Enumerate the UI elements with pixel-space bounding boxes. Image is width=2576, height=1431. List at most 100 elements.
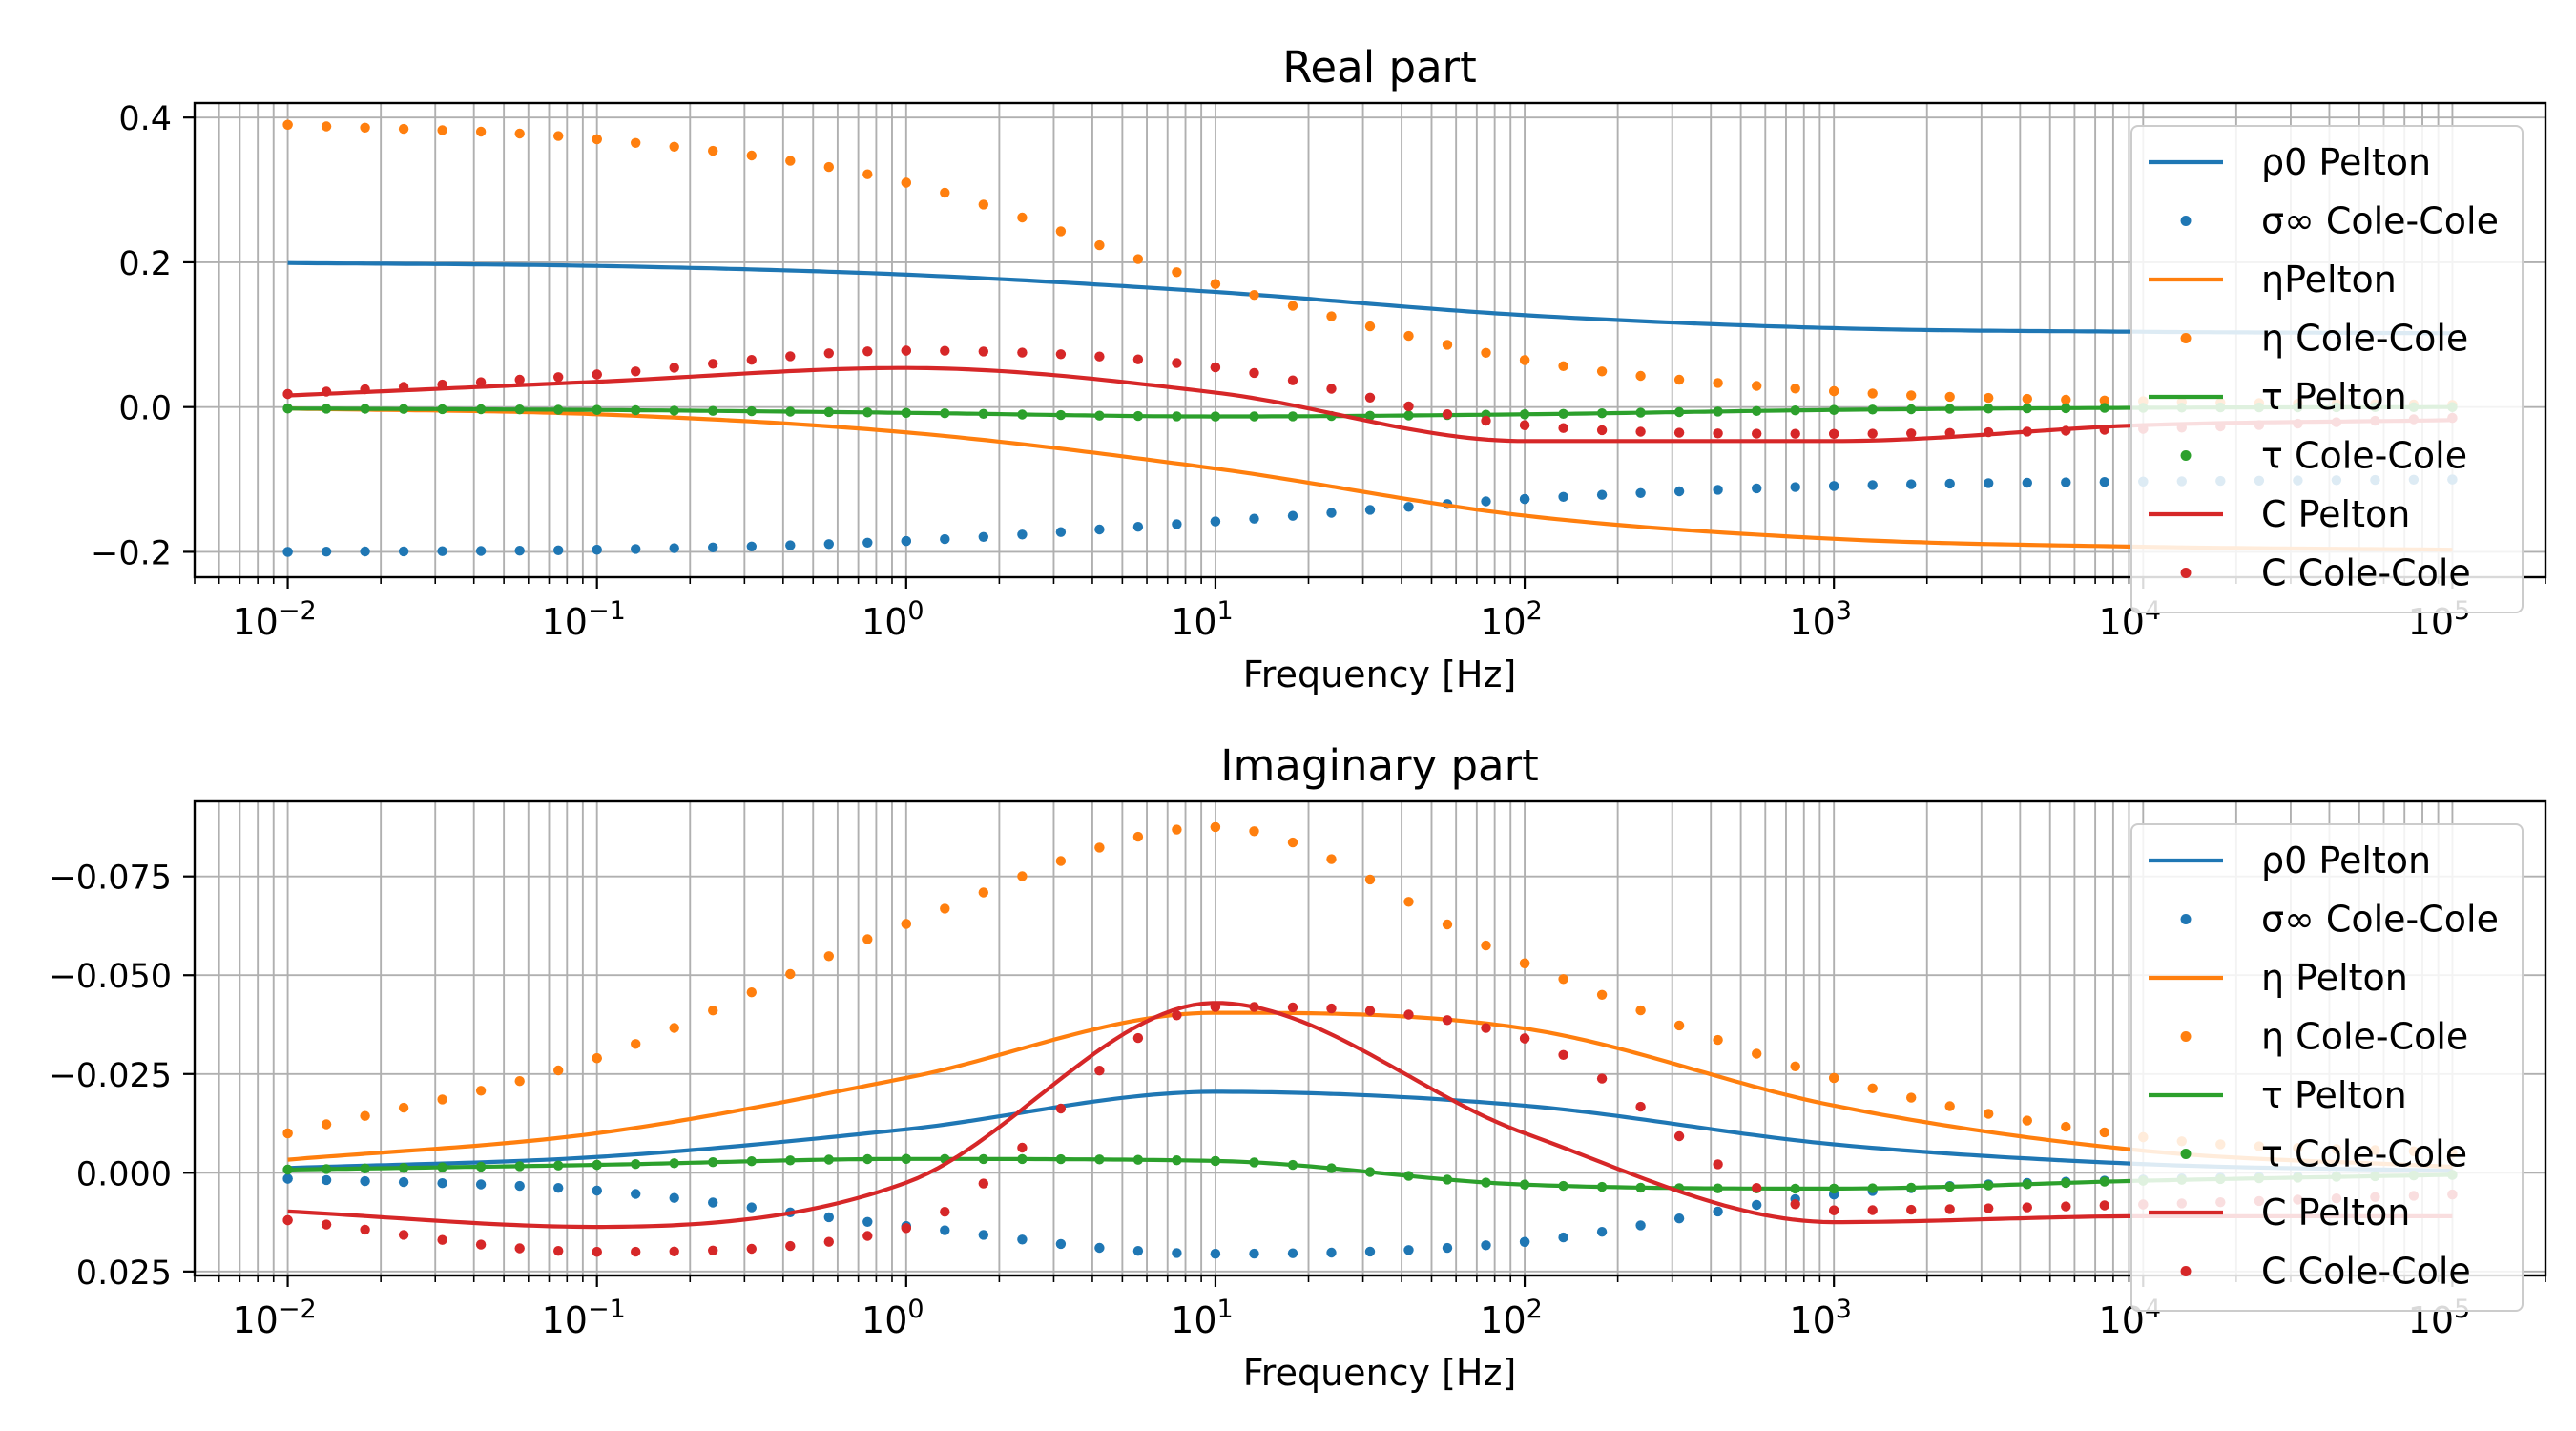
legend-label: η Cole-Cole — [2261, 1016, 2468, 1058]
data-point — [553, 545, 564, 555]
y-axis: 0.4 0.2 0.0 −0.2 — [91, 100, 195, 572]
data-point — [2061, 394, 2071, 405]
data-point — [978, 1230, 989, 1240]
legend-dot-swatch — [2180, 1149, 2192, 1159]
data-point — [398, 404, 409, 414]
data-point — [1673, 406, 1685, 418]
data-point — [823, 161, 834, 173]
data-point — [1172, 1010, 1182, 1021]
data-point — [1055, 1153, 1067, 1165]
data-point — [1055, 226, 1067, 237]
legend-item: C Cole-Cole — [2180, 552, 2471, 594]
series-anchor-point — [1210, 1249, 1221, 1259]
data-point — [475, 546, 487, 556]
data-point — [1055, 1238, 1067, 1250]
data-point — [1790, 405, 1800, 416]
series-anchor-point — [1829, 481, 1839, 491]
data-point — [1984, 1180, 1994, 1191]
series-anchor-point — [901, 1223, 911, 1234]
x-tick-label: 100 — [862, 596, 924, 643]
series-anchor-point — [1210, 279, 1221, 289]
data-point — [1713, 1183, 1723, 1193]
data-point — [1906, 479, 1917, 489]
y-tick-label: −0.075 — [48, 860, 172, 898]
data-point — [1752, 428, 1762, 439]
data-point — [940, 408, 950, 419]
data-point — [785, 351, 796, 362]
data-point — [1906, 428, 1917, 439]
data-point — [631, 1189, 641, 1199]
legend-item: ρ0 Pelton — [2149, 840, 2431, 881]
data-point — [1249, 290, 1259, 301]
data-point — [1132, 354, 1144, 364]
data-point — [437, 1094, 447, 1105]
legend-item: C Cole-Cole — [2180, 1251, 2471, 1293]
data-point — [669, 363, 679, 373]
data-point — [1596, 1181, 1608, 1192]
data-point — [746, 150, 757, 161]
data-point — [1867, 1205, 1878, 1215]
data-point — [1094, 1154, 1105, 1165]
y-tick-label: 0.025 — [76, 1255, 172, 1293]
data-point — [1172, 1248, 1182, 1258]
data-point — [1403, 401, 1414, 412]
data-point — [1287, 1002, 1298, 1013]
series-line — [287, 1001, 2453, 1230]
data-point — [2061, 1177, 2071, 1189]
series-anchor-point — [1210, 1002, 1221, 1012]
data-point — [1790, 482, 1800, 492]
legend-item: ρ0 Pelton — [2149, 141, 2431, 183]
data-point — [1790, 1199, 1800, 1210]
data-point — [1984, 478, 1994, 488]
data-point — [1326, 384, 1337, 394]
series-4 — [282, 119, 2458, 410]
data-point — [978, 887, 989, 898]
series-anchor-point — [1519, 958, 1530, 968]
data-point — [1326, 1247, 1337, 1258]
legend-label: η Cole-Cole — [2261, 318, 2468, 360]
data-point — [360, 546, 370, 557]
data-point — [708, 1197, 718, 1208]
legend-item: τ Pelton — [2149, 376, 2407, 418]
data-point — [1944, 404, 1955, 414]
legend-dot-swatch — [2180, 216, 2192, 226]
data-point — [475, 1239, 487, 1250]
series-anchor-point — [1519, 1179, 1530, 1190]
data-point — [1403, 410, 1414, 421]
data-point — [360, 1110, 370, 1121]
data-point — [1673, 374, 1685, 385]
data-point — [1017, 1234, 1028, 1245]
series-anchor-point — [1519, 493, 1530, 505]
data-point — [1172, 519, 1182, 529]
series-anchor-point — [592, 1159, 602, 1171]
data-point — [1249, 367, 1259, 379]
series-anchor-point — [592, 1185, 602, 1196]
data-point — [823, 348, 834, 359]
series-anchor-point — [901, 345, 911, 356]
legend-frame — [2130, 823, 2524, 1312]
series-anchor-point — [1829, 428, 1839, 439]
legend-label: C Pelton — [2261, 1192, 2410, 1234]
data-point — [437, 125, 447, 135]
data-point — [708, 1006, 718, 1016]
series-anchor-point — [592, 369, 602, 380]
data-point — [514, 1180, 525, 1192]
x-tick-label: 10−2 — [232, 596, 316, 643]
data-point — [1017, 347, 1028, 358]
data-point — [1055, 1103, 1067, 1114]
data-point — [1635, 487, 1646, 498]
data-point — [1558, 423, 1568, 433]
data-point — [321, 1164, 332, 1174]
x-tick-label: 101 — [1171, 1295, 1234, 1341]
legend-frame — [2130, 125, 2524, 613]
data-point — [1984, 1109, 1994, 1119]
data-point — [1635, 1005, 1646, 1016]
data-point — [1326, 854, 1337, 864]
legend-item: η Pelton — [2149, 957, 2408, 999]
data-point — [1867, 404, 1878, 415]
data-point — [785, 406, 796, 417]
chart-title: Imaginary part — [1220, 740, 1539, 791]
data-point — [746, 1243, 757, 1255]
data-point — [1287, 510, 1298, 521]
x-tick-exponent: −1 — [588, 596, 626, 626]
